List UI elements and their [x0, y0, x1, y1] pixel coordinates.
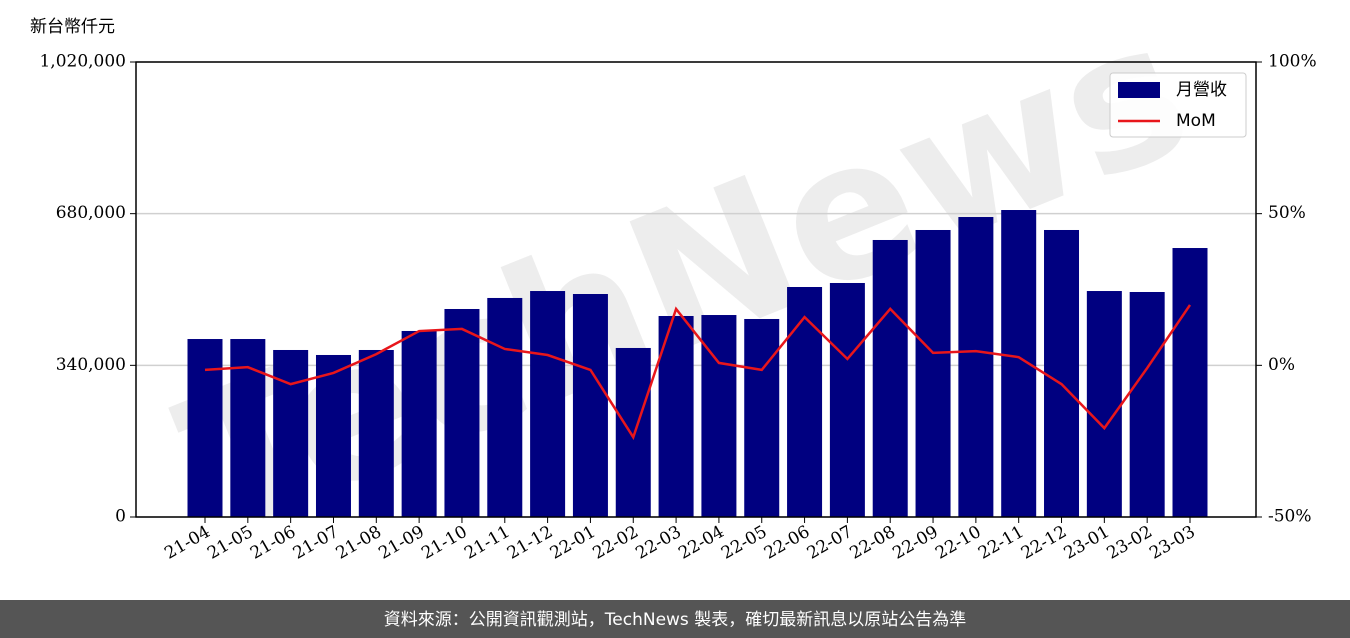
x-tick-label: 23-01 — [1061, 522, 1113, 564]
x-tick-label: 22-03 — [632, 522, 684, 564]
x-tick-label: 23-02 — [1103, 522, 1155, 564]
bar — [572, 294, 608, 517]
bar — [701, 315, 737, 517]
x-tick-label: 22-02 — [590, 522, 642, 564]
y2-tick-label: 50% — [1268, 203, 1306, 223]
x-tick-label: 22-07 — [804, 522, 856, 564]
x-tick-label: 21-04 — [161, 522, 213, 564]
bar — [872, 239, 908, 517]
x-tick-label: 22-06 — [761, 522, 813, 564]
bar — [744, 318, 780, 517]
x-tick-label: 22-11 — [975, 522, 1027, 564]
x-tick-label: 22-12 — [1018, 522, 1070, 564]
bar — [615, 347, 651, 517]
bar — [829, 282, 865, 517]
legend-label: MoM — [1176, 111, 1216, 131]
footer-bar — [0, 600, 1350, 638]
legend-label: 月營收 — [1176, 80, 1227, 100]
y-tick-label: 1,020,000 — [39, 52, 126, 72]
bar — [444, 308, 480, 517]
x-tick-label: 23-03 — [1146, 522, 1198, 564]
x-tick-label: 22-09 — [889, 522, 941, 564]
bar — [1129, 291, 1165, 517]
bar — [487, 297, 523, 517]
x-tick-label: 22-10 — [932, 522, 984, 564]
bar — [787, 287, 823, 517]
x-tick-label: 22-05 — [718, 522, 770, 564]
x-tick-label: 22-08 — [847, 522, 899, 564]
y2-tick-label: 0% — [1268, 355, 1295, 375]
x-tick-label: 21-09 — [375, 522, 427, 564]
bar — [273, 349, 309, 517]
bar — [1086, 291, 1122, 517]
y2-tick-label: -50% — [1268, 507, 1312, 527]
y-tick-label: 340,000 — [56, 355, 126, 375]
bar — [658, 315, 694, 517]
y-axis-label: 新台幣仟元 — [30, 17, 115, 37]
x-tick-label: 21-10 — [418, 522, 470, 564]
y-tick-label: 680,000 — [56, 203, 126, 223]
y-tick-label: 0 — [115, 507, 126, 527]
footer-text: 資料來源：公開資訊觀測站，TechNews 製表，確切最新訊息以原站公告為準 — [384, 610, 966, 630]
bar — [530, 291, 566, 517]
bar — [230, 339, 266, 517]
bar — [187, 339, 223, 517]
bar — [401, 330, 437, 517]
legend-swatch — [1118, 82, 1160, 98]
x-tick-label: 22-01 — [547, 522, 599, 564]
bar — [1044, 229, 1080, 517]
bar — [915, 229, 951, 517]
bar — [358, 349, 394, 517]
x-tick-label: 21-12 — [504, 522, 556, 564]
bar — [958, 217, 994, 517]
x-tick-label: 22-04 — [675, 522, 727, 564]
line — [204, 304, 1192, 441]
plot-frame — [135, 61, 1257, 518]
bar — [1172, 248, 1208, 517]
y2-tick-label: 100% — [1268, 52, 1317, 72]
x-tick-label: 21-11 — [461, 522, 513, 564]
bar — [315, 354, 351, 517]
